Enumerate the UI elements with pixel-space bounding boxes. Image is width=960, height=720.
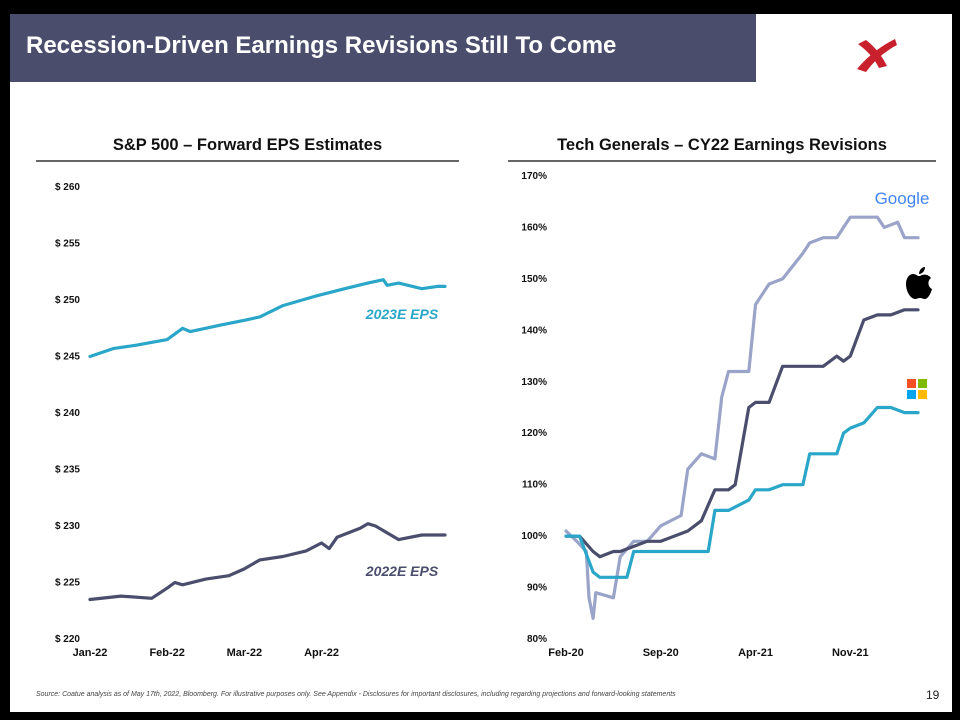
left-y-tick-label: $ 260 <box>55 182 80 193</box>
title-bar <box>10 14 756 82</box>
left-y-tick-label: $ 255 <box>55 239 80 250</box>
right-y-tick-label: 120% <box>521 428 547 439</box>
left-y-tick-label: $ 245 <box>55 352 80 363</box>
left-x-tick-label: Feb-22 <box>149 647 184 659</box>
coatue-logo <box>857 39 897 72</box>
page-number: 19 <box>926 688 940 702</box>
right-x-tick-label: Apr-21 <box>738 647 773 659</box>
left-axis-ticks: $ 220 $ 225 $ 230 $ 235 $ 240 $ 245 $ 250 $ 255… <box>55 182 339 659</box>
series-label-2023e: 2023E EPS <box>365 306 439 322</box>
left-chart-title: S&P 500 – Forward EPS Estimates <box>112 136 383 154</box>
right-x-tick-label: Feb-20 <box>548 647 583 659</box>
left-y-tick-label: $ 235 <box>55 465 80 476</box>
left-x-tick-label: Apr-22 <box>304 647 339 659</box>
right-y-tick-label: 170% <box>521 171 547 182</box>
right-y-tick-label: 100% <box>521 531 547 542</box>
left-y-tick-label: $ 240 <box>55 408 80 419</box>
right-y-tick-label: 90% <box>527 583 547 594</box>
right-chart-title: Tech Generals – CY22 Earnings Revisions <box>557 136 887 154</box>
left-x-tick-label: Mar-22 <box>227 647 262 659</box>
right-y-tick-label: 110% <box>522 480 547 491</box>
right-y-tick-label: 130% <box>521 377 547 388</box>
right-y-tick-label: 150% <box>521 274 547 285</box>
left-y-tick-label: $ 225 <box>55 578 80 589</box>
slide-title: Recession-Driven Earnings Revisions Stil… <box>26 32 617 59</box>
series-line-google <box>564 215 920 621</box>
slide-background <box>10 14 952 712</box>
left-series <box>88 278 447 602</box>
right-y-tick-label: 140% <box>521 325 547 336</box>
right-axis-ticks: 80% 90% 100% 110% 120% 130% 140% 150% 160% 170% Fe… <box>521 171 868 659</box>
apple-logo <box>906 267 932 299</box>
left-y-tick-label: $ 230 <box>55 521 80 532</box>
right-x-tick-label: Nov-21 <box>832 647 869 659</box>
series-line-microsoft <box>564 405 920 579</box>
source-footnote: Source: Coatue analysis as of May 17th, … <box>36 691 676 698</box>
series-line-apple <box>564 308 920 559</box>
left-y-tick-label: $ 220 <box>55 634 80 645</box>
microsoft-logo <box>907 379 927 399</box>
right-y-tick-label: 160% <box>521 222 547 233</box>
right-series <box>564 215 920 621</box>
right-x-tick-label: Sep-20 <box>643 647 679 659</box>
left-x-tick-label: Jan-22 <box>73 647 108 659</box>
series-label-2022e: 2022E EPS <box>365 563 439 579</box>
series-line-2022e-eps <box>88 522 447 602</box>
left-y-tick-label: $ 250 <box>55 295 80 306</box>
series-line-2023e-eps <box>88 278 447 359</box>
right-y-tick-label: 80% <box>527 634 547 645</box>
google-logo: Google <box>875 189 930 208</box>
